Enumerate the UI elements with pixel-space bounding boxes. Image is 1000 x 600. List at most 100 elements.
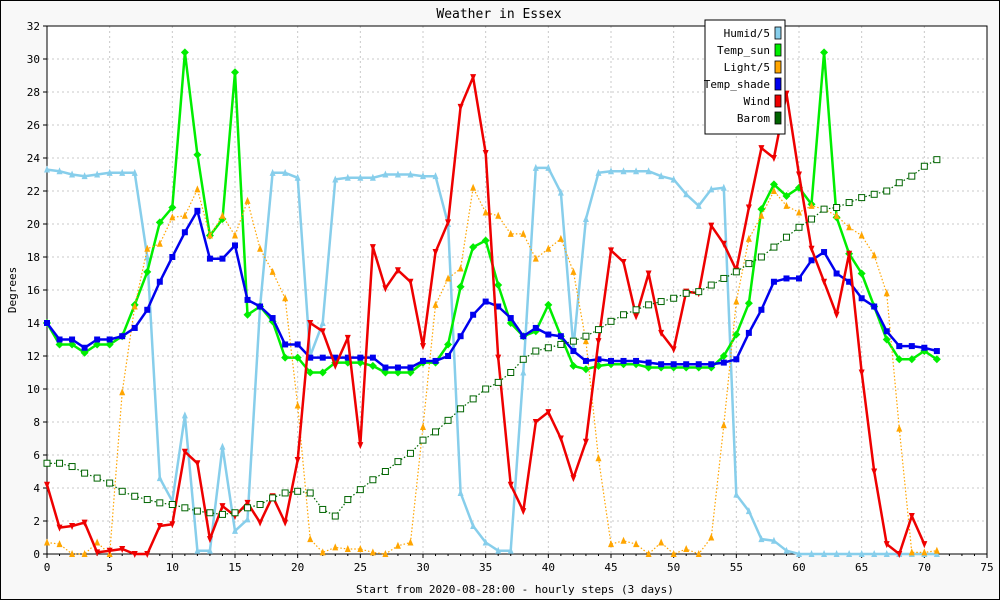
data-point bbox=[896, 343, 903, 350]
data-point bbox=[269, 267, 276, 275]
x-tick-label: 60 bbox=[792, 561, 805, 574]
data-point bbox=[758, 145, 765, 153]
y-tick-label: 14 bbox=[27, 317, 41, 330]
data-point bbox=[557, 435, 564, 443]
axes: 0 5 10 15 20 25 30 35 40 45 50 55 60 65 70 750246810121… bbox=[27, 20, 994, 574]
data-point bbox=[632, 306, 640, 314]
data-point bbox=[420, 357, 426, 364]
data-point bbox=[344, 173, 351, 181]
data-point bbox=[796, 275, 802, 282]
data-point bbox=[294, 173, 301, 181]
x-tick-label: 15 bbox=[228, 561, 241, 574]
data-point bbox=[808, 245, 815, 253]
data-point bbox=[569, 361, 578, 370]
data-point bbox=[356, 486, 364, 494]
data-point bbox=[620, 167, 627, 175]
data-point bbox=[620, 311, 628, 319]
data-point bbox=[557, 188, 564, 196]
data-point bbox=[382, 285, 389, 293]
data-point bbox=[319, 328, 326, 336]
data-point bbox=[244, 499, 251, 507]
data-point bbox=[282, 294, 289, 302]
data-point bbox=[155, 218, 164, 227]
data-point bbox=[282, 168, 289, 176]
y-tick-label: 28 bbox=[27, 86, 40, 99]
data-point bbox=[921, 541, 928, 549]
data-point bbox=[457, 405, 465, 413]
data-point bbox=[319, 505, 327, 513]
x-tick-label: 40 bbox=[542, 561, 555, 574]
x-tick-label: 35 bbox=[479, 561, 492, 574]
data-point bbox=[858, 295, 865, 302]
data-point bbox=[344, 545, 351, 553]
data-point bbox=[782, 233, 790, 241]
data-point bbox=[118, 487, 126, 495]
data-point bbox=[745, 204, 752, 212]
data-point bbox=[94, 170, 101, 178]
data-point bbox=[69, 522, 76, 530]
data-point bbox=[557, 333, 564, 340]
data-point bbox=[81, 172, 88, 180]
legend-swatch bbox=[774, 94, 782, 108]
data-point bbox=[357, 173, 364, 181]
data-point bbox=[658, 329, 665, 337]
x-tick-label: 70 bbox=[918, 561, 931, 574]
data-point bbox=[168, 501, 176, 508]
data-point bbox=[432, 249, 439, 257]
data-point bbox=[494, 378, 502, 386]
data-point bbox=[56, 540, 63, 548]
data-point bbox=[143, 267, 152, 276]
data-point bbox=[457, 333, 464, 340]
data-point bbox=[745, 507, 752, 515]
data-point bbox=[469, 395, 477, 403]
x-tick-label: 20 bbox=[291, 561, 304, 574]
y-tick-label: 24 bbox=[27, 152, 41, 165]
data-point bbox=[532, 324, 539, 331]
data-point bbox=[620, 258, 627, 266]
data-point bbox=[407, 364, 414, 371]
data-point bbox=[193, 507, 201, 515]
data-point bbox=[432, 357, 439, 364]
legend-label: Temp_sun bbox=[717, 44, 770, 57]
data-point bbox=[595, 356, 602, 363]
data-point bbox=[846, 550, 853, 557]
data-point bbox=[544, 344, 552, 352]
data-point bbox=[357, 354, 364, 361]
data-point bbox=[720, 359, 727, 366]
data-point bbox=[106, 479, 114, 487]
data-point bbox=[770, 278, 777, 285]
data-point bbox=[144, 306, 151, 313]
chart-title: Weather in Essex bbox=[436, 7, 561, 22]
data-point bbox=[871, 303, 878, 310]
data-point bbox=[194, 207, 201, 214]
data-point bbox=[218, 510, 226, 518]
data-point bbox=[821, 249, 828, 256]
data-point bbox=[908, 172, 916, 180]
data-point bbox=[119, 388, 126, 396]
data-point bbox=[670, 361, 677, 368]
data-point bbox=[883, 550, 890, 557]
data-point bbox=[219, 442, 226, 450]
data-point bbox=[319, 354, 326, 361]
data-point bbox=[744, 299, 753, 308]
data-point bbox=[608, 357, 614, 364]
data-point bbox=[545, 409, 552, 417]
data-point bbox=[193, 150, 202, 159]
data-point bbox=[796, 550, 802, 557]
data-point bbox=[306, 489, 314, 497]
y-tick-label: 16 bbox=[27, 284, 40, 297]
data-point bbox=[331, 512, 339, 520]
data-point bbox=[407, 170, 414, 178]
data-point bbox=[206, 231, 213, 239]
data-point bbox=[481, 236, 490, 245]
data-point bbox=[181, 229, 188, 236]
data-point bbox=[144, 253, 151, 260]
data-point bbox=[833, 270, 840, 277]
data-point bbox=[106, 336, 113, 343]
data-point bbox=[732, 268, 740, 276]
data-point bbox=[833, 211, 840, 219]
data-point bbox=[444, 416, 452, 424]
data-point bbox=[131, 302, 138, 310]
data-point bbox=[319, 319, 326, 326]
data-point bbox=[131, 324, 138, 331]
